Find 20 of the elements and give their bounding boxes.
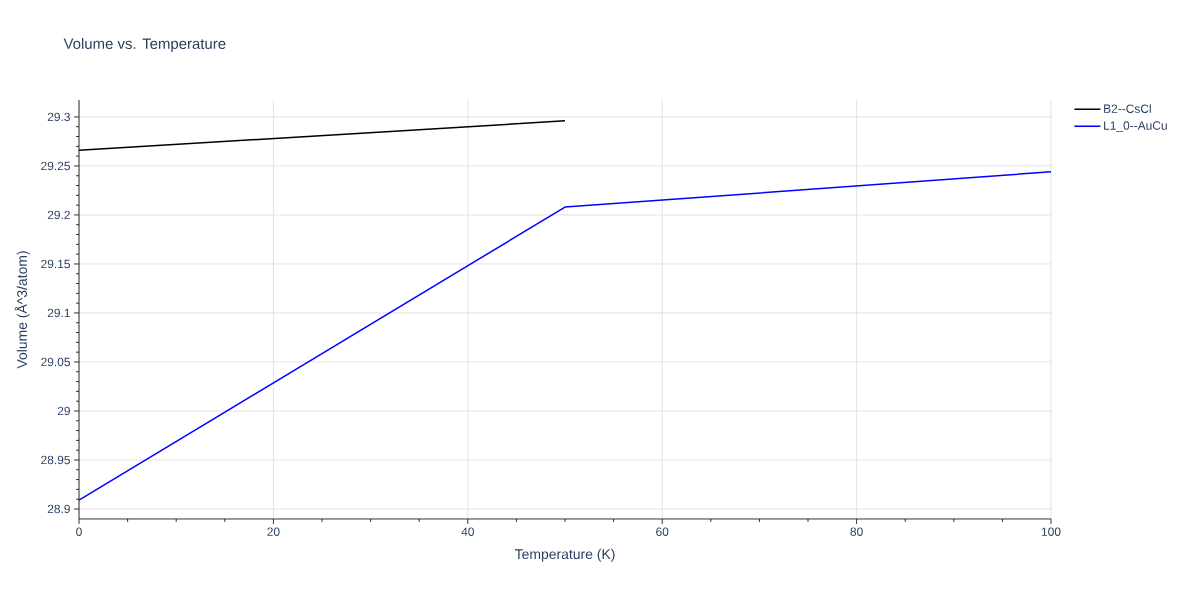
y-tick-label: 29 — [57, 406, 70, 416]
legend-label: B2--CsCl — [1104, 104, 1151, 113]
chart-title: Volume vs. Temperature — [63, 38, 226, 52]
y-tick-label: 28.95 — [41, 455, 70, 465]
y-tick-label: 29.2 — [47, 210, 70, 220]
y-tick-label: 29.3 — [47, 112, 70, 122]
x-tick-label: 40 — [461, 527, 474, 536]
y-tick-label: 29.25 — [41, 161, 70, 171]
x-tick-label: 20 — [267, 527, 280, 536]
y-tick-label: 29.05 — [41, 357, 70, 367]
y-tick-label: 28.9 — [47, 504, 70, 514]
x-tick-label: 100 — [1041, 527, 1061, 536]
x-tick-label: 0 — [76, 527, 82, 536]
y-tick-label: 29.1 — [47, 308, 70, 318]
legend-label: L1_0--AuCu — [1104, 121, 1167, 133]
y-axis-title: Volume (Å^3/atom) — [14, 251, 30, 369]
y-tick-label: 29.15 — [41, 259, 70, 269]
x-axis-title: Temperature (K) — [514, 548, 615, 562]
x-tick-label: 80 — [850, 527, 863, 536]
x-tick-label: 60 — [656, 527, 669, 536]
